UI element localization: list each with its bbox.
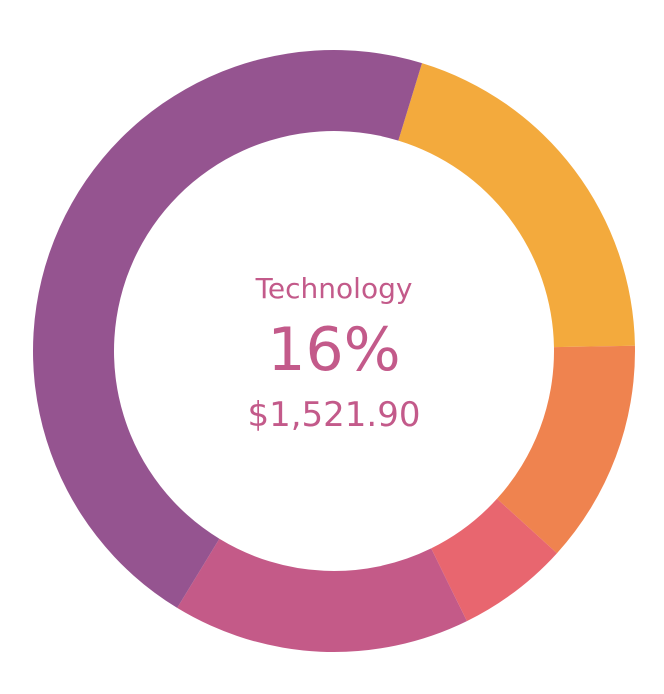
center-percent-label: 16% bbox=[267, 315, 400, 385]
donut-slice-2[interactable] bbox=[496, 345, 636, 554]
donut-slices bbox=[33, 50, 636, 652]
donut-slice-1[interactable] bbox=[398, 63, 635, 348]
donut-slice-5[interactable] bbox=[33, 50, 423, 608]
center-category-label: Technology bbox=[255, 272, 413, 305]
donut-slice-4[interactable] bbox=[177, 538, 467, 652]
center-amount-label: $1,521.90 bbox=[247, 395, 420, 435]
donut-slice-3[interactable] bbox=[431, 498, 557, 622]
